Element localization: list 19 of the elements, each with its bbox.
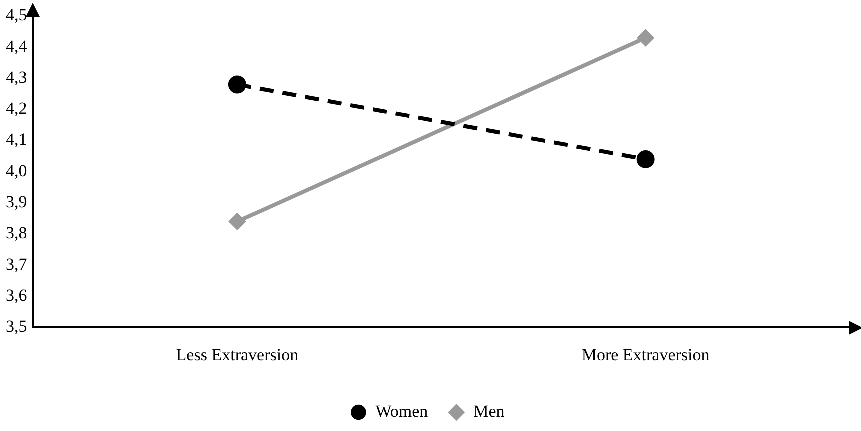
y-tick-label: 3,8	[6, 224, 28, 243]
legend-label: Men	[474, 402, 506, 421]
point	[229, 214, 246, 230]
point	[638, 30, 654, 46]
x-tick-label: More Extraversion	[582, 345, 710, 364]
y-tick-label: 4,3	[6, 68, 28, 87]
y-tick-label: 4,0	[6, 161, 28, 180]
y-tick-label: 4,2	[6, 99, 28, 118]
x-tick-label: Less Extraversion	[176, 345, 300, 364]
y-tick-label: 4,5	[6, 6, 28, 25]
legend-label: Women	[376, 402, 429, 421]
y-tick-label: 3,6	[6, 286, 28, 305]
y-tick-label: 3,9	[6, 192, 28, 212]
y-tick-label: 4,4	[6, 36, 28, 56]
y-tick-label: 3,5	[6, 317, 28, 336]
point	[636, 150, 655, 168]
point	[228, 76, 246, 94]
y-tick-label: 3,7	[6, 254, 28, 274]
y-tick-label: 4,1	[6, 130, 28, 150]
